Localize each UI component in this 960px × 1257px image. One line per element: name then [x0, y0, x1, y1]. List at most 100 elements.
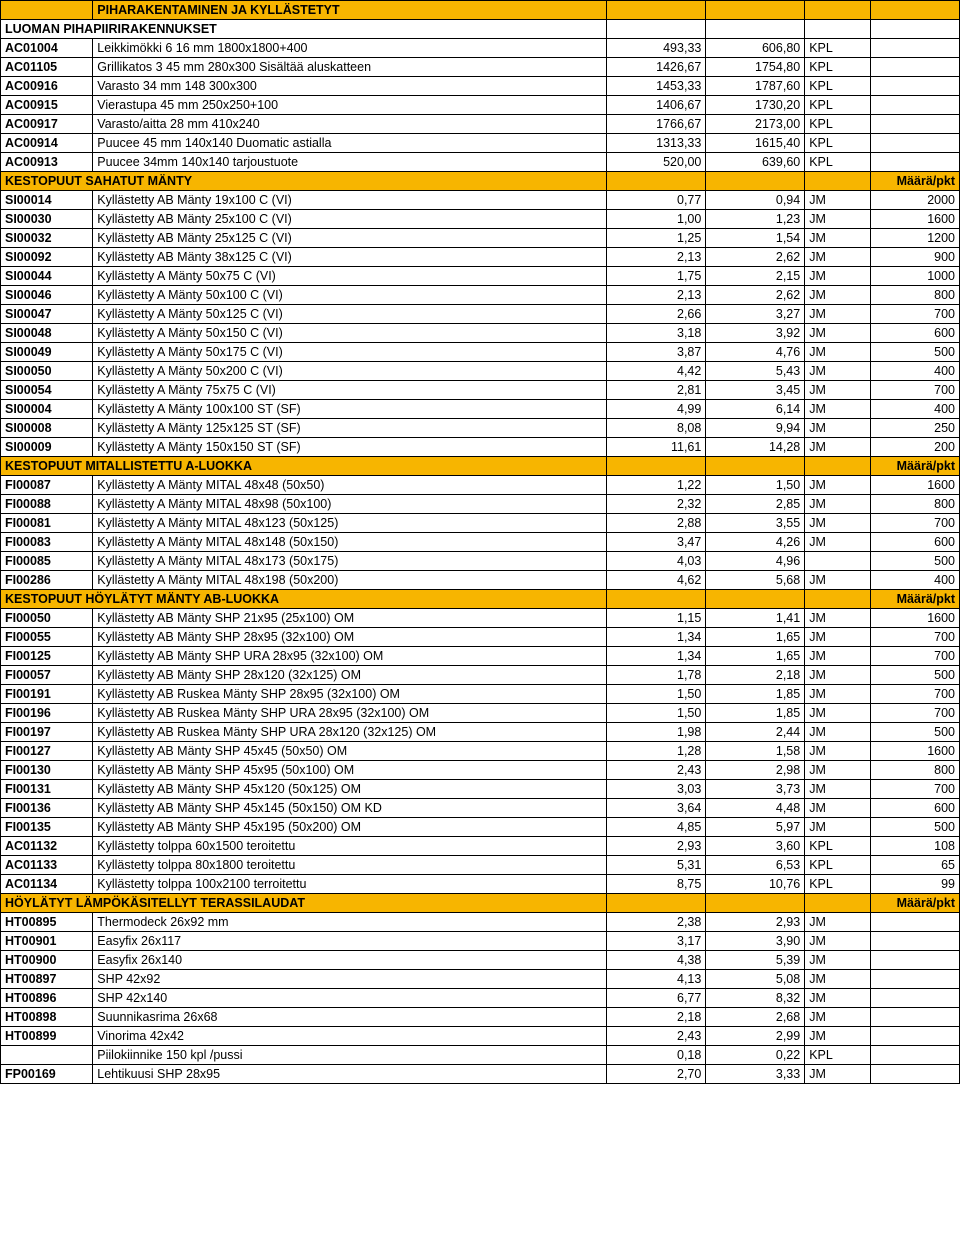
row-code: SI00032	[1, 229, 93, 248]
row-code	[1, 1046, 93, 1065]
row-unit: JM	[805, 951, 871, 970]
row-qty: 700	[871, 780, 960, 799]
row-price1: 3,18	[607, 324, 706, 343]
row-desc: Kyllästetty A Mänty 50x75 C (VI)	[93, 267, 607, 286]
row-unit: KPL	[805, 77, 871, 96]
row-price1: 1,75	[607, 267, 706, 286]
row-desc: Kyllästetty A Mänty 150x150 ST (SF)	[93, 438, 607, 457]
row-qty: 1000	[871, 267, 960, 286]
row-desc: Leikkimökki 6 16 mm 1800x1800+400	[93, 39, 607, 58]
row-desc: Suunnikasrima 26x68	[93, 1008, 607, 1027]
row-code: HT00900	[1, 951, 93, 970]
row-qty	[871, 1027, 960, 1046]
table-row: AC00914Puucee 45 mm 140x140 Duomatic ast…	[1, 134, 960, 153]
row-price1: 5,31	[607, 856, 706, 875]
row-unit: JM	[805, 970, 871, 989]
row-unit	[805, 552, 871, 571]
section-header: KESTOPUUT HÖYLÄTYT MÄNTY AB-LUOKKAMäärä/…	[1, 590, 960, 609]
row-code: AC00914	[1, 134, 93, 153]
row-unit: KPL	[805, 58, 871, 77]
row-desc: Kyllästetty AB Mänty 19x100 C (VI)	[93, 191, 607, 210]
table-row: FI00130Kyllästetty AB Mänty SHP 45x95 (5…	[1, 761, 960, 780]
row-unit: JM	[805, 723, 871, 742]
row-code: SI00047	[1, 305, 93, 324]
row-code: AC01004	[1, 39, 93, 58]
table-row: AC01134Kyllästetty tolppa 100x2100 terro…	[1, 875, 960, 894]
section-header-label: KESTOPUUT HÖYLÄTYT MÄNTY AB-LUOKKA	[1, 590, 607, 609]
row-unit: JM	[805, 381, 871, 400]
row-price1: 2,70	[607, 1065, 706, 1084]
row-unit: JM	[805, 476, 871, 495]
row-price2: 1,65	[706, 628, 805, 647]
row-code: FI00055	[1, 628, 93, 647]
table-row: FI00085Kyllästetty A Mänty MITAL 48x173 …	[1, 552, 960, 571]
row-price1: 2,32	[607, 495, 706, 514]
table-row: AC00913Puucee 34mm 140x140 tarjoustuote5…	[1, 153, 960, 172]
row-qty: 65	[871, 856, 960, 875]
row-desc: Lehtikuusi SHP 28x95	[93, 1065, 607, 1084]
row-qty: 400	[871, 400, 960, 419]
row-price1: 2,81	[607, 381, 706, 400]
table-row: FI00135Kyllästetty AB Mänty SHP 45x195 (…	[1, 818, 960, 837]
row-code: HT00895	[1, 913, 93, 932]
section-header-blank	[607, 457, 706, 476]
section-header-blank	[706, 894, 805, 913]
row-price1: 0,18	[607, 1046, 706, 1065]
row-price2: 3,55	[706, 514, 805, 533]
table-row: SI00014Kyllästetty AB Mänty 19x100 C (VI…	[1, 191, 960, 210]
row-qty	[871, 39, 960, 58]
row-desc: Vierastupa 45 mm 250x250+100	[93, 96, 607, 115]
row-code: SI00044	[1, 267, 93, 286]
section-header: KESTOPUUT SAHATUT MÄNTYMäärä/pkt	[1, 172, 960, 191]
row-price2: 2,98	[706, 761, 805, 780]
table-row: SI00008Kyllästetty A Mänty 125x125 ST (S…	[1, 419, 960, 438]
row-code: FI00197	[1, 723, 93, 742]
row-price2: 2,18	[706, 666, 805, 685]
row-qty: 1600	[871, 210, 960, 229]
row-qty: 800	[871, 286, 960, 305]
row-unit: JM	[805, 704, 871, 723]
section-header-right: Määrä/pkt	[871, 457, 960, 476]
row-qty: 1600	[871, 476, 960, 495]
row-code: SI00008	[1, 419, 93, 438]
row-desc: Kyllästetty A Mänty 100x100 ST (SF)	[93, 400, 607, 419]
row-code: HT00896	[1, 989, 93, 1008]
row-code: AC01105	[1, 58, 93, 77]
row-code: AC00917	[1, 115, 93, 134]
row-code: SI00004	[1, 400, 93, 419]
table-row: FI00136Kyllästetty AB Mänty SHP 45x145 (…	[1, 799, 960, 818]
row-qty: 700	[871, 381, 960, 400]
row-price2: 3,33	[706, 1065, 805, 1084]
subhead-blank	[871, 20, 960, 39]
row-desc: Kyllästetty A Mänty MITAL 48x48 (50x50)	[93, 476, 607, 495]
row-price1: 2,66	[607, 305, 706, 324]
row-price2: 1,41	[706, 609, 805, 628]
row-price2: 2,68	[706, 1008, 805, 1027]
row-qty	[871, 153, 960, 172]
row-unit: KPL	[805, 856, 871, 875]
row-price2: 1,85	[706, 704, 805, 723]
row-unit: JM	[805, 818, 871, 837]
table-row: SI00092Kyllästetty AB Mänty 38x125 C (VI…	[1, 248, 960, 267]
row-qty: 99	[871, 875, 960, 894]
row-qty: 400	[871, 571, 960, 590]
row-price2: 2,44	[706, 723, 805, 742]
row-price2: 5,08	[706, 970, 805, 989]
row-code: FI00085	[1, 552, 93, 571]
row-desc: Kyllästetty A Mänty 50x200 C (VI)	[93, 362, 607, 381]
row-desc: Kyllästetty A Mänty 50x125 C (VI)	[93, 305, 607, 324]
table-row: FI00050Kyllästetty AB Mänty SHP 21x95 (2…	[1, 609, 960, 628]
title-blank	[871, 1, 960, 20]
row-price1: 1426,67	[607, 58, 706, 77]
row-code: SI00014	[1, 191, 93, 210]
row-price2: 5,39	[706, 951, 805, 970]
row-qty: 500	[871, 666, 960, 685]
row-qty	[871, 115, 960, 134]
row-qty: 500	[871, 723, 960, 742]
row-price2: 3,90	[706, 932, 805, 951]
row-price2: 2,85	[706, 495, 805, 514]
row-unit: JM	[805, 1065, 871, 1084]
row-price1: 0,77	[607, 191, 706, 210]
row-price1: 2,13	[607, 286, 706, 305]
row-desc: Piilokiinnike 150 kpl /pussi	[93, 1046, 607, 1065]
